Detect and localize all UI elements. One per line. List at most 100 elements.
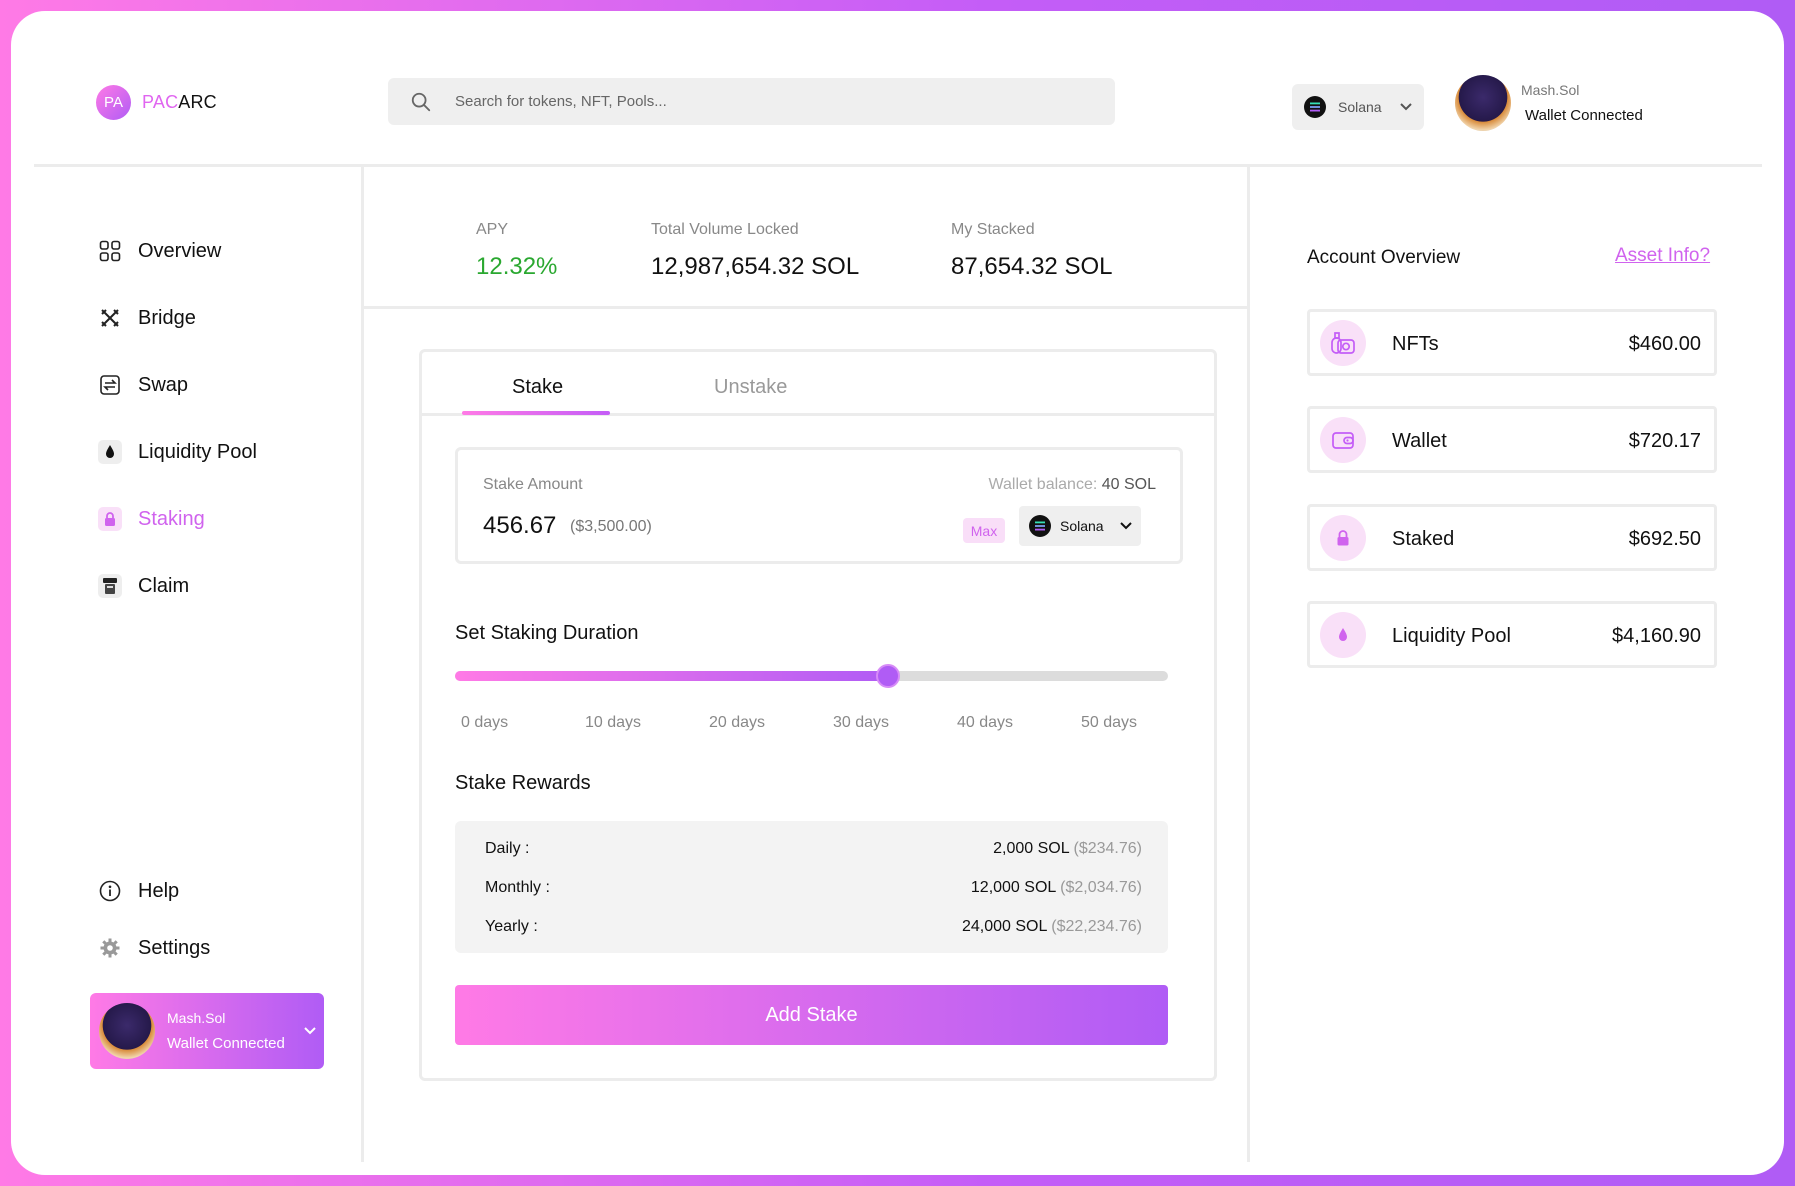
logo-badge: PA — [96, 85, 131, 120]
duration-tick: 10 days — [585, 714, 642, 731]
token-select-label: Solana — [1060, 518, 1104, 534]
gear-icon — [98, 936, 122, 960]
active-tab-indicator — [462, 411, 610, 415]
user-name: Mash.Sol — [1521, 82, 1580, 98]
tab-stake[interactable]: Stake — [512, 376, 564, 398]
account-overview-title: Account Overview — [1307, 247, 1461, 268]
sidebar-item-overview[interactable]: Overview — [98, 236, 221, 266]
reward-label: Daily : — [485, 840, 530, 857]
user-name: Mash.Sol — [167, 1010, 226, 1026]
account-item-value: $692.50 — [1628, 528, 1701, 550]
reward-label: Yearly : — [485, 918, 538, 935]
reward-value: 2,000 SOL ($234.76) — [993, 840, 1142, 858]
sidebar-item-liquidity-pool[interactable]: Liquidity Pool — [98, 437, 257, 467]
logo[interactable]: PA PACARC — [96, 85, 217, 120]
account-item-nfts[interactable]: NFTs $460.00 — [1307, 309, 1717, 376]
logo-text: PACARC — [142, 92, 217, 113]
account-item-liquidity-pool[interactable]: Liquidity Pool $4,160.90 — [1307, 601, 1717, 668]
bridge-icon — [98, 306, 122, 330]
tab-unstake[interactable]: Unstake — [714, 376, 788, 398]
duration-tick: 20 days — [709, 714, 766, 731]
grid-icon — [98, 239, 122, 263]
sidebar-item-label: Help — [138, 879, 180, 902]
stake-amount-box: Stake Amount Wallet balance: 40 SOL 456.… — [455, 447, 1183, 564]
stake-amount-input[interactable]: 456.67 — [483, 512, 557, 539]
duration-tick: 40 days — [957, 714, 1014, 731]
reward-amount: 2,000 SOL — [993, 840, 1070, 857]
reward-amount: 12,000 SOL — [970, 879, 1056, 896]
chevron-down-icon — [1119, 522, 1132, 530]
reward-amount: 24,000 SOL — [962, 918, 1047, 935]
sidebar-item-label: Bridge — [138, 306, 196, 329]
stat-my-stacked: My Stacked 87,654.32 SOL — [951, 221, 1112, 281]
nft-icon — [1320, 320, 1366, 366]
slider-fill — [455, 671, 888, 681]
stat-label: APY — [476, 221, 509, 238]
sidebar-item-swap[interactable]: Swap — [98, 370, 188, 400]
drop-icon — [1320, 612, 1366, 658]
header-user[interactable]: Mash.Sol Wallet Connected — [1455, 75, 1643, 131]
account-item-label: Liquidity Pool — [1392, 625, 1511, 647]
duration-ticks: 0 days 10 days 20 days 30 days 40 days 5… — [455, 714, 1168, 734]
duration-tick: 50 days — [1081, 714, 1138, 731]
network-select-label: Solana — [1338, 99, 1382, 115]
claim-icon — [98, 574, 122, 598]
avatar — [1455, 75, 1511, 131]
sidebar-item-help[interactable]: Help — [98, 876, 179, 906]
stake-tabs: Stake Unstake — [422, 352, 1214, 416]
stat-label: Total Volume Locked — [651, 221, 799, 238]
search-bar[interactable] — [388, 78, 1115, 125]
stat-apy: APY 12.32% — [476, 221, 557, 281]
account-item-value: $460.00 — [1628, 333, 1701, 355]
reward-row-daily: Daily : 2,000 SOL ($234.76) — [485, 840, 1142, 860]
sidebar-item-settings[interactable]: Settings — [98, 933, 210, 963]
avatar — [99, 1003, 155, 1059]
sidebar-item-bridge[interactable]: Bridge — [98, 303, 196, 333]
add-stake-button[interactable]: Add Stake — [455, 985, 1168, 1045]
stat-value: 12.32% — [476, 253, 558, 280]
sidebar-item-label: Liquidity Pool — [138, 440, 257, 463]
reward-usd: ($2,034.76) — [1060, 879, 1142, 896]
sidebar-item-staking[interactable]: Staking — [98, 504, 205, 534]
duration-tick: 0 days — [461, 714, 509, 731]
app-frame: PA PACARC Solana Mash.Sol Wallet Connect… — [11, 11, 1784, 1175]
search-input[interactable] — [455, 93, 1055, 110]
stake-card: Stake Unstake Stake Amount Wallet balanc… — [419, 349, 1217, 1081]
reward-value: 12,000 SOL ($2,034.76) — [971, 879, 1142, 897]
chevron-down-icon[interactable] — [303, 1026, 317, 1036]
max-button[interactable]: Max — [963, 518, 1005, 543]
header-divider — [34, 164, 1762, 167]
wallet-balance-value: 40 SOL — [1101, 476, 1156, 493]
token-select[interactable]: Solana — [1019, 506, 1141, 546]
account-item-staked[interactable]: Staked $692.50 — [1307, 504, 1717, 571]
stake-amount-label: Stake Amount — [483, 476, 583, 493]
stats-divider — [363, 306, 1247, 309]
drop-icon — [98, 440, 122, 464]
stat-value: 87,654.32 SOL — [951, 253, 1113, 280]
lock-icon — [98, 507, 122, 531]
slider-thumb[interactable] — [875, 664, 900, 688]
sidebar-item-label: Overview — [138, 239, 222, 262]
sidebar-item-label: Swap — [138, 373, 189, 396]
reward-row-yearly: Yearly : 24,000 SOL ($22,234.76) — [485, 918, 1142, 938]
sidebar-user-card[interactable]: Mash.Sol Wallet Connected — [90, 993, 324, 1069]
stake-rewards-box: Daily : 2,000 SOL ($234.76) Monthly : 12… — [455, 821, 1168, 953]
reward-label: Monthly : — [485, 879, 550, 896]
sidebar-item-label: Staking — [138, 507, 205, 530]
stake-amount-usd: ($3,500.00) — [570, 518, 652, 535]
duration-tick: 30 days — [833, 714, 890, 731]
lock-icon — [1320, 515, 1366, 561]
duration-slider[interactable] — [455, 664, 1168, 688]
account-item-label: NFTs — [1392, 333, 1439, 355]
wallet-status: Wallet Connected — [167, 1035, 285, 1052]
reward-usd: ($22,234.76) — [1051, 918, 1142, 935]
sidebar-item-claim[interactable]: Claim — [98, 571, 189, 601]
account-item-wallet[interactable]: Wallet $720.17 — [1307, 406, 1717, 473]
network-select[interactable]: Solana — [1292, 84, 1424, 130]
reward-row-monthly: Monthly : 12,000 SOL ($2,034.76) — [485, 879, 1142, 899]
wallet-status: Wallet Connected — [1525, 107, 1643, 124]
sidebar-divider — [361, 167, 364, 1162]
search-icon — [411, 92, 431, 111]
info-icon — [98, 879, 122, 903]
asset-info-link[interactable]: Asset Info? — [1615, 245, 1711, 266]
